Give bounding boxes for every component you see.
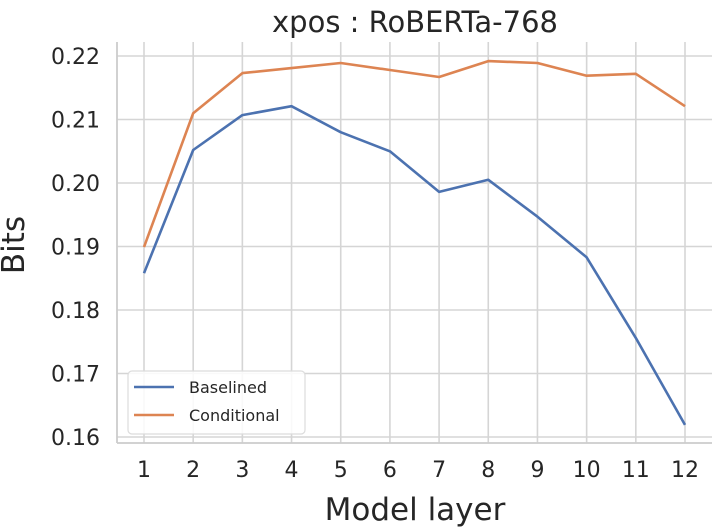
y-axis-label: Bits bbox=[0, 216, 32, 274]
x-axis-ticks: 1 2 3 4 5 6 7 8 9 10 11 12 bbox=[137, 458, 699, 483]
legend-label: Baselined bbox=[189, 378, 267, 397]
grid-lines bbox=[117, 42, 712, 443]
y-axis-ticks: 0.16 0.17 0.18 0.19 0.20 0.21 0.22 bbox=[51, 45, 100, 451]
series-line-baselined bbox=[142, 104, 687, 426]
y-tick-label: 0.20 bbox=[51, 172, 100, 197]
x-tick-label: 2 bbox=[186, 458, 200, 483]
x-axis-label: Model layer bbox=[325, 492, 506, 528]
axes-frame bbox=[116, 42, 712, 444]
y-tick-label: 0.18 bbox=[51, 299, 100, 324]
y-tick-label: 0.17 bbox=[51, 363, 100, 388]
legend: Baselined Conditional bbox=[127, 370, 306, 435]
x-tick-label: 8 bbox=[481, 458, 495, 483]
legend-label: Conditional bbox=[189, 406, 280, 425]
x-tick-label: 7 bbox=[432, 458, 446, 483]
y-tick-label: 0.21 bbox=[51, 109, 100, 134]
x-tick-label: 9 bbox=[530, 458, 544, 483]
x-tick-label: 12 bbox=[671, 458, 699, 483]
x-tick-label: 5 bbox=[334, 458, 348, 483]
x-tick-label: 11 bbox=[622, 458, 650, 483]
x-tick-label: 10 bbox=[573, 458, 601, 483]
x-tick-label: 1 bbox=[137, 458, 151, 483]
y-tick-label: 0.16 bbox=[51, 426, 100, 451]
y-tick-label: 0.19 bbox=[51, 236, 100, 261]
data-series bbox=[142, 59, 687, 426]
x-tick-label: 6 bbox=[383, 458, 397, 483]
series-line-conditional bbox=[142, 59, 686, 248]
y-tick-label: 0.22 bbox=[51, 45, 100, 70]
chart-title: xpos : RoBERTa-768 bbox=[272, 5, 558, 39]
x-tick-label: 3 bbox=[235, 458, 249, 483]
x-tick-label: 4 bbox=[285, 458, 299, 483]
